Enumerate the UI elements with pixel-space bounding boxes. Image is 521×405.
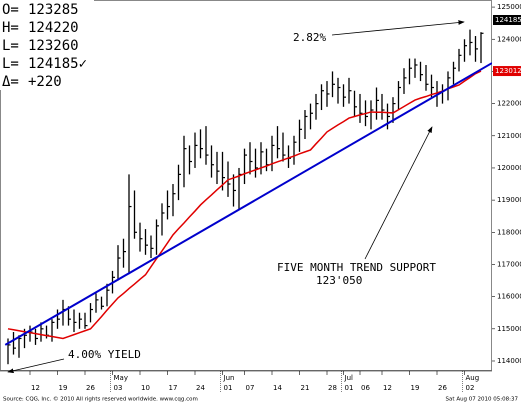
last-price-box xyxy=(493,15,521,25)
x-tick-label: 10 xyxy=(141,384,150,392)
ma-price-label: 123012 xyxy=(495,67,521,75)
y-tick-label: 124000 xyxy=(497,35,521,43)
footer: Sat Aug 07 2010 05:08:37 xyxy=(446,397,519,403)
header-box xyxy=(0,0,94,90)
x-tick-label: 14 xyxy=(273,384,282,392)
y-tick-label: 121000 xyxy=(497,132,521,140)
x-tick-label: 28 xyxy=(328,384,337,392)
header-value: +220 xyxy=(28,74,62,90)
x-tick-label: 02 xyxy=(466,384,475,392)
y-tick-label: 116000 xyxy=(497,293,521,301)
header-key: L= xyxy=(2,38,19,54)
footer: Source: CQG, Inc. © 2010 All rights rese… xyxy=(3,396,198,403)
y-tick-label: 125000 xyxy=(497,3,521,11)
y-axis-strip xyxy=(492,0,521,371)
month-label: Jun xyxy=(223,374,235,382)
x-tick-label: 01 xyxy=(345,384,354,392)
y-tick-label: 120000 xyxy=(497,164,521,172)
month-label: May xyxy=(114,374,128,382)
header-key: L= xyxy=(2,56,19,72)
annotation: FIVE MONTH TREND SUPPORT xyxy=(277,261,436,274)
month-label: Aug xyxy=(466,374,480,382)
header-key: H= xyxy=(2,20,19,36)
arrow xyxy=(331,20,465,36)
x-tick-label: 17 xyxy=(169,384,178,392)
y-tick-label: 122000 xyxy=(497,100,521,108)
ma-price-box xyxy=(493,66,521,77)
x-tick-label: 12 xyxy=(383,384,392,392)
y-tick-label: 115000 xyxy=(497,325,521,333)
arrow xyxy=(364,126,433,260)
last-price-label: 124185 xyxy=(495,16,521,24)
header-value: 123260 xyxy=(28,38,79,54)
arrow xyxy=(7,358,65,374)
x-tick-label: 07 xyxy=(246,384,255,392)
header-value: 124220 xyxy=(28,20,79,36)
x-tick-label: 19 xyxy=(59,384,68,392)
header-key: Δ= xyxy=(2,74,19,90)
y-tick-label: 119000 xyxy=(497,196,521,204)
x-tick-label: 19 xyxy=(411,384,420,392)
header-value: 124185✓ xyxy=(28,56,87,72)
x-tick-label: 26 xyxy=(86,384,95,392)
x-tick-label: 21 xyxy=(301,384,310,392)
header-key: O= xyxy=(2,2,19,18)
x-tick-label: 06 xyxy=(361,384,370,392)
y-tick-label: 114000 xyxy=(497,357,521,365)
y-tick-label: 118000 xyxy=(497,228,521,236)
x-tick-label: 12 xyxy=(31,384,40,392)
annotation: 4.00% YIELD xyxy=(68,348,141,361)
x-tick-label: 26 xyxy=(438,384,447,392)
annotation: 2.82% xyxy=(293,31,326,44)
x-tick-label: 03 xyxy=(114,384,123,392)
moving-average xyxy=(7,70,482,340)
y-tick-label: 117000 xyxy=(497,260,521,268)
trend-line xyxy=(4,62,493,346)
annotation: 123'050 xyxy=(316,274,362,287)
header-value: 123285 xyxy=(28,2,79,18)
month-label: Jul xyxy=(344,374,354,382)
x-tick-label: 01 xyxy=(224,384,233,392)
x-tick-label: 24 xyxy=(196,384,205,392)
